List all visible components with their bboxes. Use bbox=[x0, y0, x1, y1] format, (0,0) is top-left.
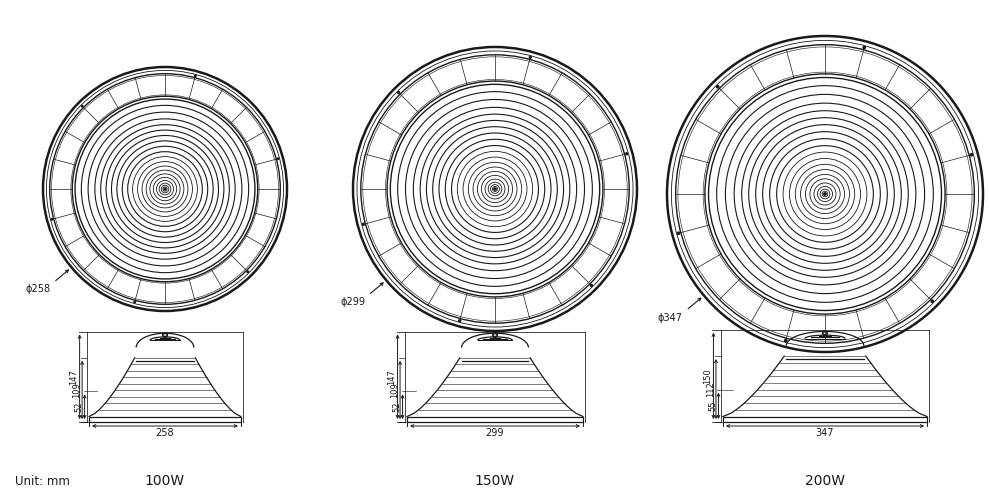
Circle shape bbox=[81, 105, 84, 108]
Bar bbox=[723, 416, 927, 422]
Text: ϕ347: ϕ347 bbox=[658, 313, 683, 323]
Circle shape bbox=[494, 188, 495, 190]
Bar bbox=[407, 416, 583, 422]
Circle shape bbox=[589, 284, 593, 287]
Text: 200W: 200W bbox=[805, 474, 845, 488]
Circle shape bbox=[246, 270, 249, 273]
Circle shape bbox=[969, 153, 973, 157]
Text: 109: 109 bbox=[390, 382, 399, 398]
Circle shape bbox=[134, 301, 136, 304]
Text: 147: 147 bbox=[69, 369, 78, 385]
Text: 150W: 150W bbox=[475, 474, 515, 488]
Text: 52: 52 bbox=[75, 402, 84, 412]
Circle shape bbox=[164, 188, 166, 190]
Circle shape bbox=[397, 91, 401, 94]
Circle shape bbox=[862, 45, 866, 49]
Text: 52: 52 bbox=[393, 402, 402, 412]
Circle shape bbox=[676, 231, 680, 235]
Circle shape bbox=[824, 193, 826, 195]
Text: 150: 150 bbox=[703, 368, 712, 384]
Circle shape bbox=[716, 85, 720, 88]
Text: 147: 147 bbox=[388, 369, 397, 385]
Circle shape bbox=[362, 223, 365, 226]
Circle shape bbox=[194, 75, 197, 78]
Text: 112: 112 bbox=[706, 381, 715, 397]
Text: 100W: 100W bbox=[145, 474, 185, 488]
Circle shape bbox=[784, 338, 787, 342]
Text: Unit: mm: Unit: mm bbox=[15, 475, 70, 488]
Text: 109: 109 bbox=[72, 382, 81, 398]
Text: 258: 258 bbox=[155, 427, 174, 438]
Text: 55: 55 bbox=[709, 401, 718, 411]
Text: 347: 347 bbox=[816, 427, 835, 438]
Circle shape bbox=[528, 56, 532, 59]
Circle shape bbox=[458, 319, 462, 323]
Circle shape bbox=[625, 152, 628, 156]
Circle shape bbox=[931, 299, 935, 303]
Circle shape bbox=[50, 218, 53, 221]
Bar bbox=[89, 416, 241, 422]
Text: ϕ299: ϕ299 bbox=[340, 297, 365, 307]
Circle shape bbox=[277, 157, 280, 160]
Text: ϕ258: ϕ258 bbox=[26, 285, 50, 294]
Text: 299: 299 bbox=[486, 427, 504, 438]
